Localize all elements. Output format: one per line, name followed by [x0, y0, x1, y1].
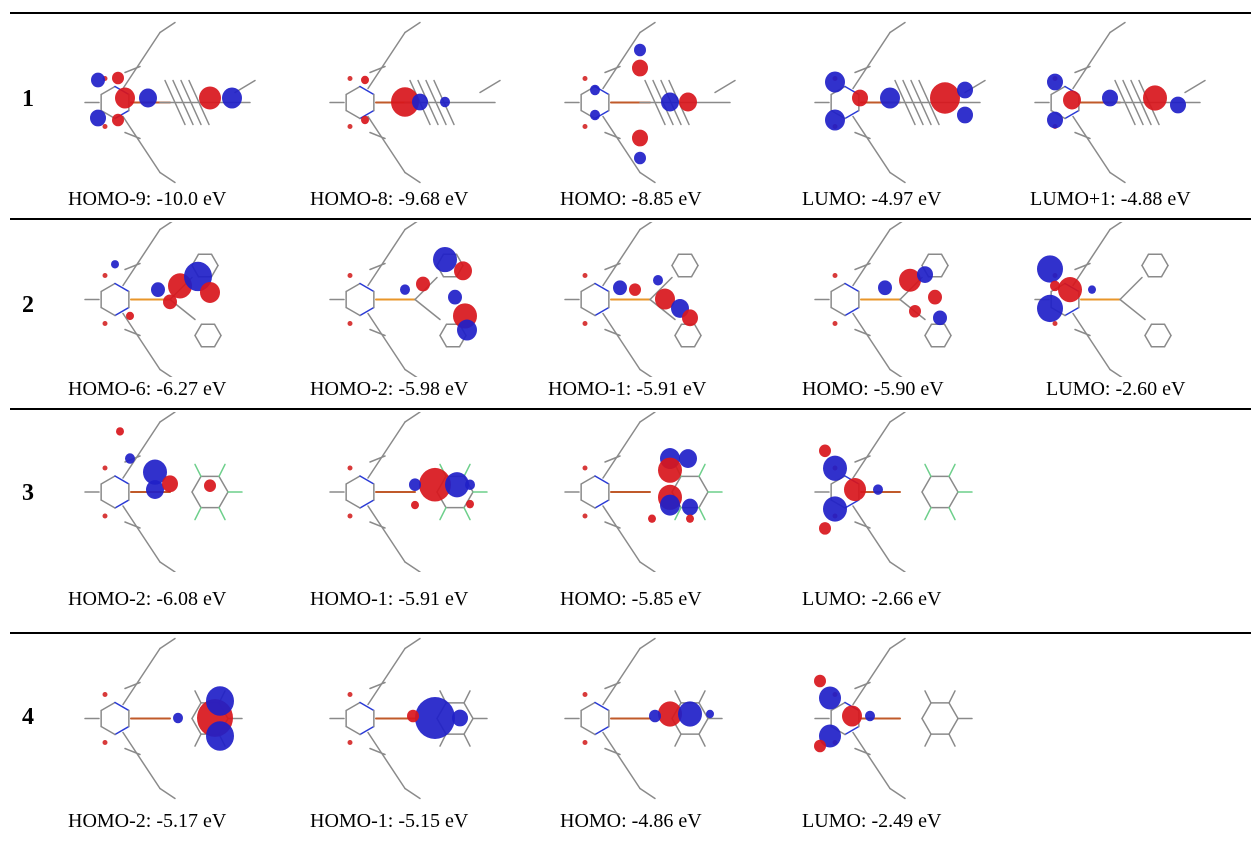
orbital-image-row3-col4-drawing	[814, 412, 973, 572]
caption-row3-col1: HOMO-2: -6.08 eV	[68, 588, 227, 610]
orbital-image-row1-col2	[305, 20, 533, 185]
caption-row1-col2: HOMO-8: -9.68 eV	[310, 188, 469, 210]
orbital-image-row1-col1-drawing	[84, 21, 256, 184]
caption-row4-col2: HOMO-1: -5.15 eV	[310, 810, 469, 832]
caption-row4-col1: HOMO-2: -5.17 eV	[68, 810, 227, 832]
orbital-image-row1-col4	[790, 20, 1018, 185]
caption-row4-col4: LUMO: -2.49 eV	[802, 810, 942, 832]
orbital-image-row2-col4-drawing	[814, 222, 952, 377]
orbital-image-row2-col1-drawing	[84, 222, 222, 377]
orbital-image-row3-col4	[790, 412, 1018, 572]
orbital-image-row2-col3-drawing	[564, 222, 702, 377]
row-label-2: 2	[22, 292, 34, 318]
caption-row2-col5: LUMO: -2.60 eV	[1046, 378, 1186, 400]
orbital-image-row4-col1-drawing	[84, 637, 243, 800]
orbital-image-row3-col3-drawing	[564, 412, 723, 572]
orbital-image-row1-col4-drawing	[814, 21, 986, 184]
orbital-image-row1-col5	[1010, 20, 1238, 185]
orbital-image-row3-col3	[540, 412, 768, 572]
orbital-image-row4-col3	[540, 636, 768, 801]
caption-row1-col3: HOMO: -8.85 eV	[560, 188, 702, 210]
orbital-image-row2-col4	[790, 222, 1018, 377]
caption-row2-col2: HOMO-2: -5.98 eV	[310, 378, 469, 400]
orbital-image-row2-col2-drawing	[329, 222, 477, 377]
orbital-image-row2-col3	[540, 222, 768, 377]
row-label-3: 3	[22, 480, 34, 506]
orbital-image-row4-col2	[305, 636, 533, 801]
orbital-image-row2-col5	[1010, 222, 1238, 377]
orbital-image-row4-col2-drawing	[329, 637, 488, 800]
row-divider-3	[10, 632, 1251, 634]
caption-row2-col3: HOMO-1: -5.91 eV	[548, 378, 707, 400]
orbital-image-row2-col5-drawing	[1034, 222, 1172, 377]
orbital-image-row3-col1-drawing	[84, 412, 243, 572]
orbital-image-row1-col3-drawing	[564, 21, 736, 184]
row-divider-1	[10, 218, 1251, 220]
row-label-1: 1	[22, 86, 34, 112]
orbital-image-row1-col2-drawing	[329, 21, 501, 184]
orbital-image-row4-col4-drawing	[814, 637, 973, 800]
caption-row2-col1: HOMO-6: -6.27 eV	[68, 378, 227, 400]
caption-row2-col4: HOMO: -5.90 eV	[802, 378, 944, 400]
caption-row4-col3: HOMO: -4.86 eV	[560, 810, 702, 832]
caption-row3-col3: HOMO: -5.85 eV	[560, 588, 702, 610]
caption-row1-col5: LUMO+1: -4.88 eV	[1030, 188, 1191, 210]
row-divider-2	[10, 408, 1251, 410]
orbital-image-row1-col1	[60, 20, 288, 185]
orbital-image-row1-col3	[540, 20, 768, 185]
orbital-image-row3-col2	[305, 412, 533, 572]
row-label-4: 4	[22, 704, 34, 730]
caption-row1-col4: LUMO: -4.97 eV	[802, 188, 942, 210]
caption-row3-col2: HOMO-1: -5.91 eV	[310, 588, 469, 610]
orbital-image-row4-col4	[790, 636, 1018, 801]
table-top-rule	[10, 12, 1251, 14]
orbital-image-row4-col3-drawing	[564, 637, 723, 800]
orbital-image-row3-col1	[60, 412, 288, 572]
orbital-image-row3-col2-drawing	[329, 412, 488, 572]
caption-row1-col1: HOMO-9: -10.0 eV	[68, 188, 227, 210]
caption-row3-col4: LUMO: -2.66 eV	[802, 588, 942, 610]
orbital-image-row2-col1	[60, 222, 288, 377]
orbital-image-row1-col5-drawing	[1034, 21, 1206, 184]
orbital-image-row2-col2	[305, 222, 533, 377]
orbital-image-row4-col1	[60, 636, 288, 801]
